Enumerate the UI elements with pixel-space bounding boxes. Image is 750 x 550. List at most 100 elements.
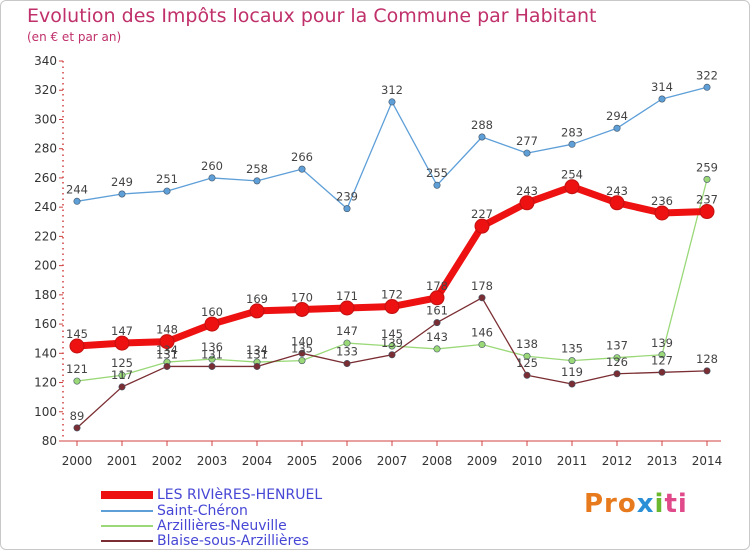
data-point [478,294,486,302]
data-label: 170 [291,290,313,304]
data-label: 237 [696,193,718,207]
data-point [564,179,580,195]
logo-part: Pro [584,489,637,519]
data-point [208,355,216,363]
data-label: 133 [336,345,358,359]
legend-swatch [101,491,153,499]
y-tick-label: 320 [34,83,57,97]
logo-part: ti [664,489,688,519]
data-label: 126 [606,355,628,369]
y-tick-label: 280 [34,142,57,156]
data-point [658,368,666,376]
legend-swatch [101,510,153,512]
data-label: 148 [156,323,178,337]
data-point [613,354,621,362]
y-tick-label: 160 [34,317,57,331]
data-point [388,342,396,350]
legend-label: Arzillières-Neuville [157,518,287,534]
x-tick-label: 2002 [152,454,183,468]
data-label: 135 [561,342,583,356]
y-tick-label: 120 [34,376,57,390]
data-label: 266 [291,150,313,164]
data-point [478,133,486,141]
series-3 [73,294,711,432]
data-point [388,351,396,359]
y-tick-label: 220 [34,229,57,243]
x-tick-label: 2012 [602,454,633,468]
data-label: 134 [246,343,268,357]
x-tick-label: 2006 [332,454,363,468]
data-label: 139 [381,336,403,350]
chart-subtitle: (en € et par an) [27,30,122,44]
logo-part: i [654,489,665,519]
data-point [699,204,715,220]
y-tick-label: 300 [34,112,57,126]
data-label: 119 [561,365,583,379]
data-point [163,187,171,195]
data-label: 239 [336,190,358,204]
data-label: 143 [426,330,448,344]
x-tick-label: 2011 [557,454,588,468]
data-point [523,352,531,360]
data-point [73,424,81,432]
data-point [703,367,711,375]
data-label: 147 [111,324,133,338]
data-label: 127 [651,353,673,367]
data-point [118,371,126,379]
data-point [613,370,621,378]
y-tick-label: 340 [34,54,57,68]
y-tick-label: 240 [34,200,57,214]
data-label: 288 [471,118,493,132]
data-label: 254 [561,168,583,182]
data-point [294,301,310,317]
legend-label: LES RIVIèRES-HENRUEL [157,487,323,503]
data-point [658,351,666,359]
data-label: 259 [696,160,718,174]
logo-part: x [636,489,655,519]
data-label: 178 [426,279,448,293]
y-tick-label: 100 [34,405,57,419]
data-point [253,362,261,370]
data-label: 138 [516,337,538,351]
data-label: 312 [381,83,403,97]
data-label: 251 [156,172,178,186]
data-label: 236 [651,194,673,208]
data-label: 117 [111,368,133,382]
data-point [73,197,81,205]
data-labels: 244 249 251 260 258 266 239 312 255 288 277 283 294 3… [66,68,718,423]
legend-label: Blaise-sous-Arzillières [157,533,309,549]
data-point [343,205,351,213]
data-label: 294 [606,109,628,123]
x-tick-label: 2009 [467,454,498,468]
data-point [343,339,351,347]
data-point [478,341,486,349]
data-point [429,290,445,306]
data-point [433,181,441,189]
x-tick-label: 2004 [242,454,273,468]
series-1 [73,83,711,213]
data-label: 136 [201,340,223,354]
data-label: 171 [336,289,358,303]
y-axis-ticks: 80 100 120 140 160 180 200 220 240 260 280 300 320 34… [34,54,63,448]
legend-label: Saint-Chéron [157,503,248,519]
data-point [703,83,711,91]
data-point [114,335,130,351]
x-tick-label: 2005 [287,454,318,468]
data-point [298,165,306,173]
data-label: 255 [426,166,448,180]
data-point [523,371,531,379]
data-label: 283 [561,125,583,139]
data-label: 139 [651,336,673,350]
data-point [523,149,531,157]
data-label: 125 [111,356,133,370]
data-label: 249 [111,175,133,189]
data-label: 322 [696,68,718,82]
data-label: 89 [70,409,85,423]
data-point [388,98,396,106]
data-label: 277 [516,134,538,148]
data-point [568,380,576,388]
y-tick-label: 140 [34,346,57,360]
legend-swatch [101,540,153,542]
data-point [703,175,711,183]
